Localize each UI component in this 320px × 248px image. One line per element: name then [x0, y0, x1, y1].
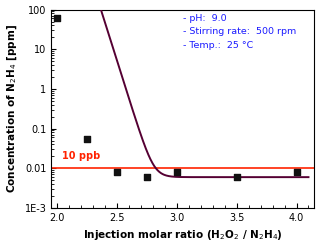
Point	[144, 175, 149, 179]
Y-axis label: Concentration of N$_2$H$_4$ [ppm]: Concentration of N$_2$H$_4$ [ppm]	[5, 24, 19, 193]
Text: 10 ppb: 10 ppb	[62, 151, 100, 161]
Text: - pH:  9.0
- Stirring rate:  500 rpm
- Temp.:  25 °C: - pH: 9.0 - Stirring rate: 500 rpm - Tem…	[183, 14, 296, 50]
Point	[234, 175, 239, 179]
Point	[174, 170, 180, 174]
Point	[115, 170, 120, 174]
X-axis label: Injection molar ratio (H$_2$O$_2$ / N$_2$H$_4$): Injection molar ratio (H$_2$O$_2$ / N$_2…	[83, 228, 283, 243]
Point	[85, 137, 90, 141]
Point	[294, 170, 299, 174]
Point	[55, 16, 60, 20]
